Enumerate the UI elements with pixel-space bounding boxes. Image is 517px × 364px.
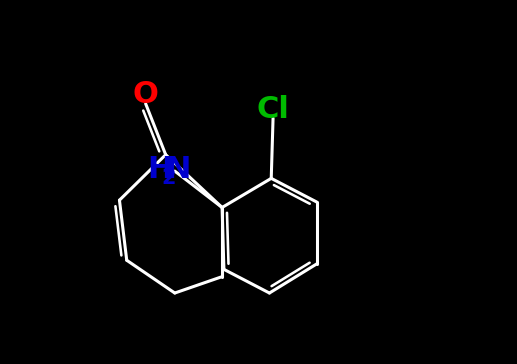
Text: H: H	[147, 155, 172, 184]
Text: 2: 2	[161, 169, 175, 188]
Text: O: O	[133, 80, 159, 109]
Text: N: N	[166, 155, 191, 184]
Text: Cl: Cl	[256, 95, 290, 124]
